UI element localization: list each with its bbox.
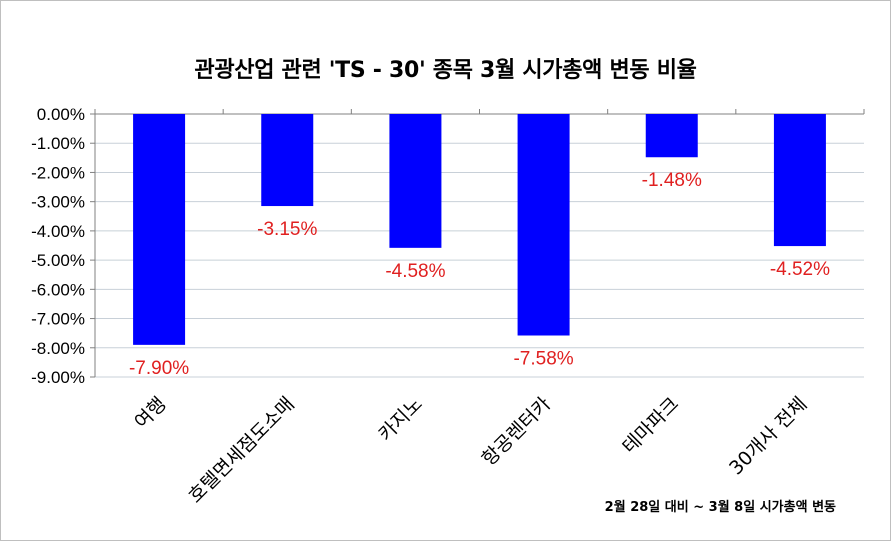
bar (645, 114, 698, 158)
bar (133, 114, 186, 345)
bar (517, 114, 570, 336)
category-labels: 여행 호텔면세점도소매 카지노 항공렌터카 테마파크 30개사 전체 (130, 393, 811, 507)
axes: 0.00% -1.00% -2.00% -3.00% -4.00% -5.00% -6.00… (31, 105, 865, 387)
category-label: 30개사 전체 (725, 393, 811, 479)
data-label: -1.48% (642, 170, 702, 191)
bar (773, 114, 826, 247)
y-tick-label: -4.00% (31, 222, 85, 241)
y-tick-label: 0.00% (37, 105, 85, 124)
bar (389, 114, 442, 248)
y-tick-label: -2.00% (31, 163, 85, 182)
category-label: 항공렌터카 (478, 393, 555, 470)
data-label: -7.58% (513, 349, 573, 370)
category-label: 호텔면세점도소매 (184, 393, 298, 507)
gridlines (95, 113, 864, 378)
category-label: 테마파크 (618, 393, 683, 458)
y-tick-label: -9.00% (31, 368, 85, 387)
y-tick-label: -1.00% (31, 134, 85, 153)
data-label: -3.15% (257, 219, 317, 240)
data-label: -4.52% (770, 259, 830, 280)
y-tick-label: -6.00% (31, 280, 85, 299)
y-tick-label: -7.00% (31, 310, 85, 329)
data-labels: -7.90% -3.15% -4.58% -7.58% -1.48% -4.52% (129, 170, 830, 379)
category-label: 여행 (130, 393, 170, 433)
data-label: -7.90% (129, 358, 189, 379)
footnote: 2월 28일 대비 ~ 3월 8일 시가총액 변동 (604, 500, 836, 515)
bars (133, 114, 826, 345)
data-label: -4.58% (385, 261, 445, 282)
y-tick-label: -8.00% (31, 339, 85, 358)
y-tick-label: -5.00% (31, 251, 85, 270)
bar (261, 114, 314, 207)
chart-title: 관광산업 관련 'TS - 30' 종목 3월 시가총액 변동 비율 (194, 58, 697, 83)
y-tick-label: -3.00% (31, 193, 85, 212)
category-label: 카지노 (374, 393, 427, 446)
